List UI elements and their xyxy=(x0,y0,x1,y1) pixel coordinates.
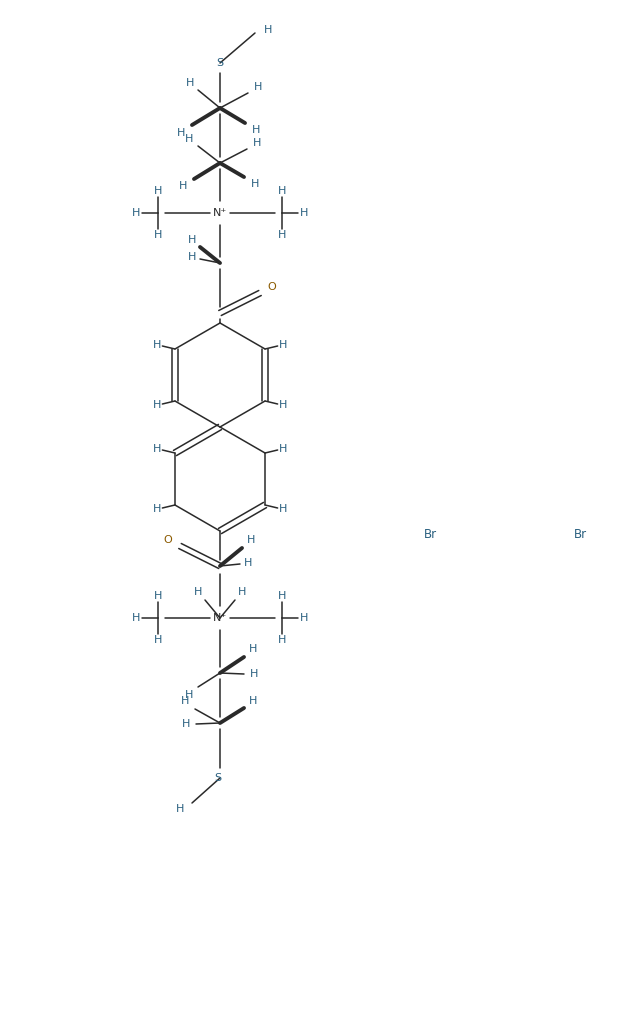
Text: H: H xyxy=(182,719,190,729)
Text: H: H xyxy=(252,125,260,135)
Text: H: H xyxy=(154,230,162,240)
Text: H: H xyxy=(279,340,287,350)
Text: H: H xyxy=(179,181,187,191)
Text: H: H xyxy=(132,613,140,623)
Text: H: H xyxy=(188,252,196,262)
Text: H: H xyxy=(153,400,161,410)
Text: H: H xyxy=(154,591,162,601)
Text: H: H xyxy=(251,179,259,189)
Text: H: H xyxy=(279,504,287,514)
Text: N⁺: N⁺ xyxy=(213,613,227,623)
Text: H: H xyxy=(153,504,161,514)
Text: H: H xyxy=(279,400,287,410)
Text: O: O xyxy=(267,282,276,292)
Text: H: H xyxy=(278,186,286,196)
Text: H: H xyxy=(132,208,140,218)
Text: H: H xyxy=(176,804,184,814)
Text: H: H xyxy=(264,25,272,35)
Text: Br: Br xyxy=(573,529,586,541)
Text: H: H xyxy=(154,635,162,644)
Text: H: H xyxy=(153,444,161,454)
Text: H: H xyxy=(188,235,196,244)
Text: Br: Br xyxy=(423,529,437,541)
Text: H: H xyxy=(186,78,194,88)
Text: H: H xyxy=(185,134,193,144)
Text: H: H xyxy=(279,444,287,454)
Text: H: H xyxy=(238,587,246,597)
Text: H: H xyxy=(300,208,308,218)
Text: H: H xyxy=(185,690,193,700)
Text: H: H xyxy=(278,635,286,644)
Text: H: H xyxy=(177,128,185,138)
Text: H: H xyxy=(181,696,189,706)
Text: H: H xyxy=(300,613,308,623)
Text: H: H xyxy=(253,138,261,148)
Text: N⁺: N⁺ xyxy=(213,208,227,218)
Text: S: S xyxy=(214,773,222,783)
Text: H: H xyxy=(278,230,286,240)
Text: H: H xyxy=(250,669,258,679)
Text: H: H xyxy=(244,558,252,568)
Text: H: H xyxy=(249,644,257,654)
Text: H: H xyxy=(194,587,202,597)
Text: H: H xyxy=(247,535,255,545)
Text: S: S xyxy=(216,58,224,68)
Text: O: O xyxy=(164,535,173,545)
Text: H: H xyxy=(278,591,286,601)
Text: H: H xyxy=(154,186,162,196)
Text: H: H xyxy=(153,340,161,350)
Text: H: H xyxy=(254,82,262,92)
Text: H: H xyxy=(249,696,257,706)
